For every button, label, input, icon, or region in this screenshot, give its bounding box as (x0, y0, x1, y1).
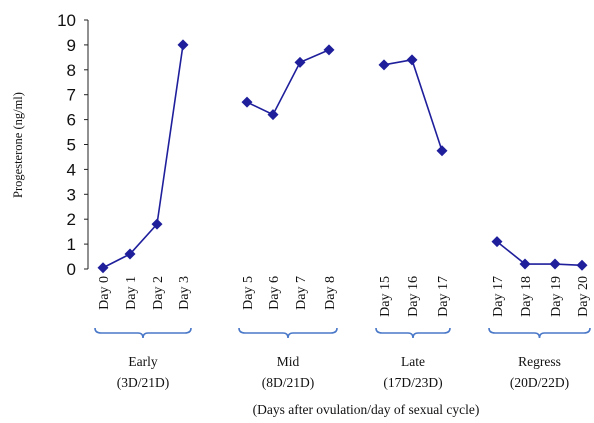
y-tick-label: 2 (67, 210, 76, 229)
x-tick-label: Day 20 (576, 276, 591, 317)
series-layer (97, 39, 588, 274)
group-brace (375, 327, 451, 339)
data-point (576, 259, 588, 271)
y-tick-label: 9 (67, 36, 76, 55)
y-axis-label: Progesterone (ng/ml) (11, 92, 25, 198)
y-tick-label: 3 (67, 185, 76, 204)
x-tick-label: Day 1 (124, 276, 139, 310)
data-point (294, 56, 306, 68)
data-point (97, 262, 109, 274)
y-tick-label: 0 (67, 260, 76, 279)
group-subtitle: (20D/22D) (510, 375, 569, 390)
series-line-regress (496, 240, 583, 267)
group-subtitle: (8D/21D) (262, 375, 315, 390)
y-axis-ticks: 0 1 2 3 4 5 6 7 8 9 10 (57, 11, 88, 279)
x-axis-ticks: Day 0 Day 1 Day 2 Day 3 Day 5 Day 6 Day 7 Day 8… (97, 276, 591, 317)
y-tick-label: 6 (67, 111, 76, 130)
group-brace (94, 327, 192, 339)
x-tick-label: Day 6 (267, 276, 282, 310)
group-name: Regress (518, 354, 561, 369)
series-line-mid (246, 49, 330, 116)
series-line-early (102, 44, 184, 269)
x-axis-label: (Days after ovulation/day of sexual cycl… (253, 402, 480, 417)
x-tick-label: Day 2 (151, 276, 166, 310)
group-name: Mid (277, 354, 300, 369)
y-tick-label: 4 (67, 160, 76, 179)
y-tick-label: 7 (67, 86, 76, 105)
x-tick-label: Day 19 (549, 276, 564, 317)
x-tick-label: Day 5 (241, 276, 256, 310)
data-point (151, 218, 163, 230)
x-tick-label: Day 3 (177, 276, 192, 310)
x-tick-label: Day 15 (378, 276, 393, 317)
x-tick-label: Day 7 (294, 276, 309, 310)
x-tick-label: Day 18 (519, 276, 534, 317)
x-tick-label: Day 16 (406, 276, 421, 317)
data-point (491, 236, 503, 248)
y-tick-label: 8 (67, 61, 76, 80)
data-point (241, 96, 253, 108)
group-brace (238, 327, 338, 339)
group-brace (488, 327, 591, 339)
x-tick-label: Day 17 (436, 276, 451, 317)
x-tick-label: Day 0 (97, 276, 112, 310)
data-point (124, 248, 136, 260)
data-point (323, 44, 335, 56)
y-tick-label: 1 (67, 235, 76, 254)
group-name: Early (128, 354, 157, 369)
data-point (436, 145, 448, 157)
data-point (267, 109, 279, 121)
x-tick-label: Day 8 (323, 276, 338, 310)
x-tick-label: Day 17 (491, 276, 506, 317)
data-point (177, 39, 189, 51)
group-subtitle: (17D/23D) (383, 375, 442, 390)
data-point (549, 258, 561, 270)
group-name: Late (401, 354, 425, 369)
group-labels: Early (3D/21D) Mid (8D/21D) Late (17D/23D) Reg… (94, 327, 591, 390)
y-tick-label: 5 (67, 136, 76, 155)
data-point (406, 54, 418, 66)
data-point (378, 59, 390, 71)
y-tick-label: 10 (57, 11, 76, 30)
series-line-late (383, 58, 443, 151)
group-subtitle: (3D/21D) (117, 375, 170, 390)
data-point (519, 258, 531, 270)
